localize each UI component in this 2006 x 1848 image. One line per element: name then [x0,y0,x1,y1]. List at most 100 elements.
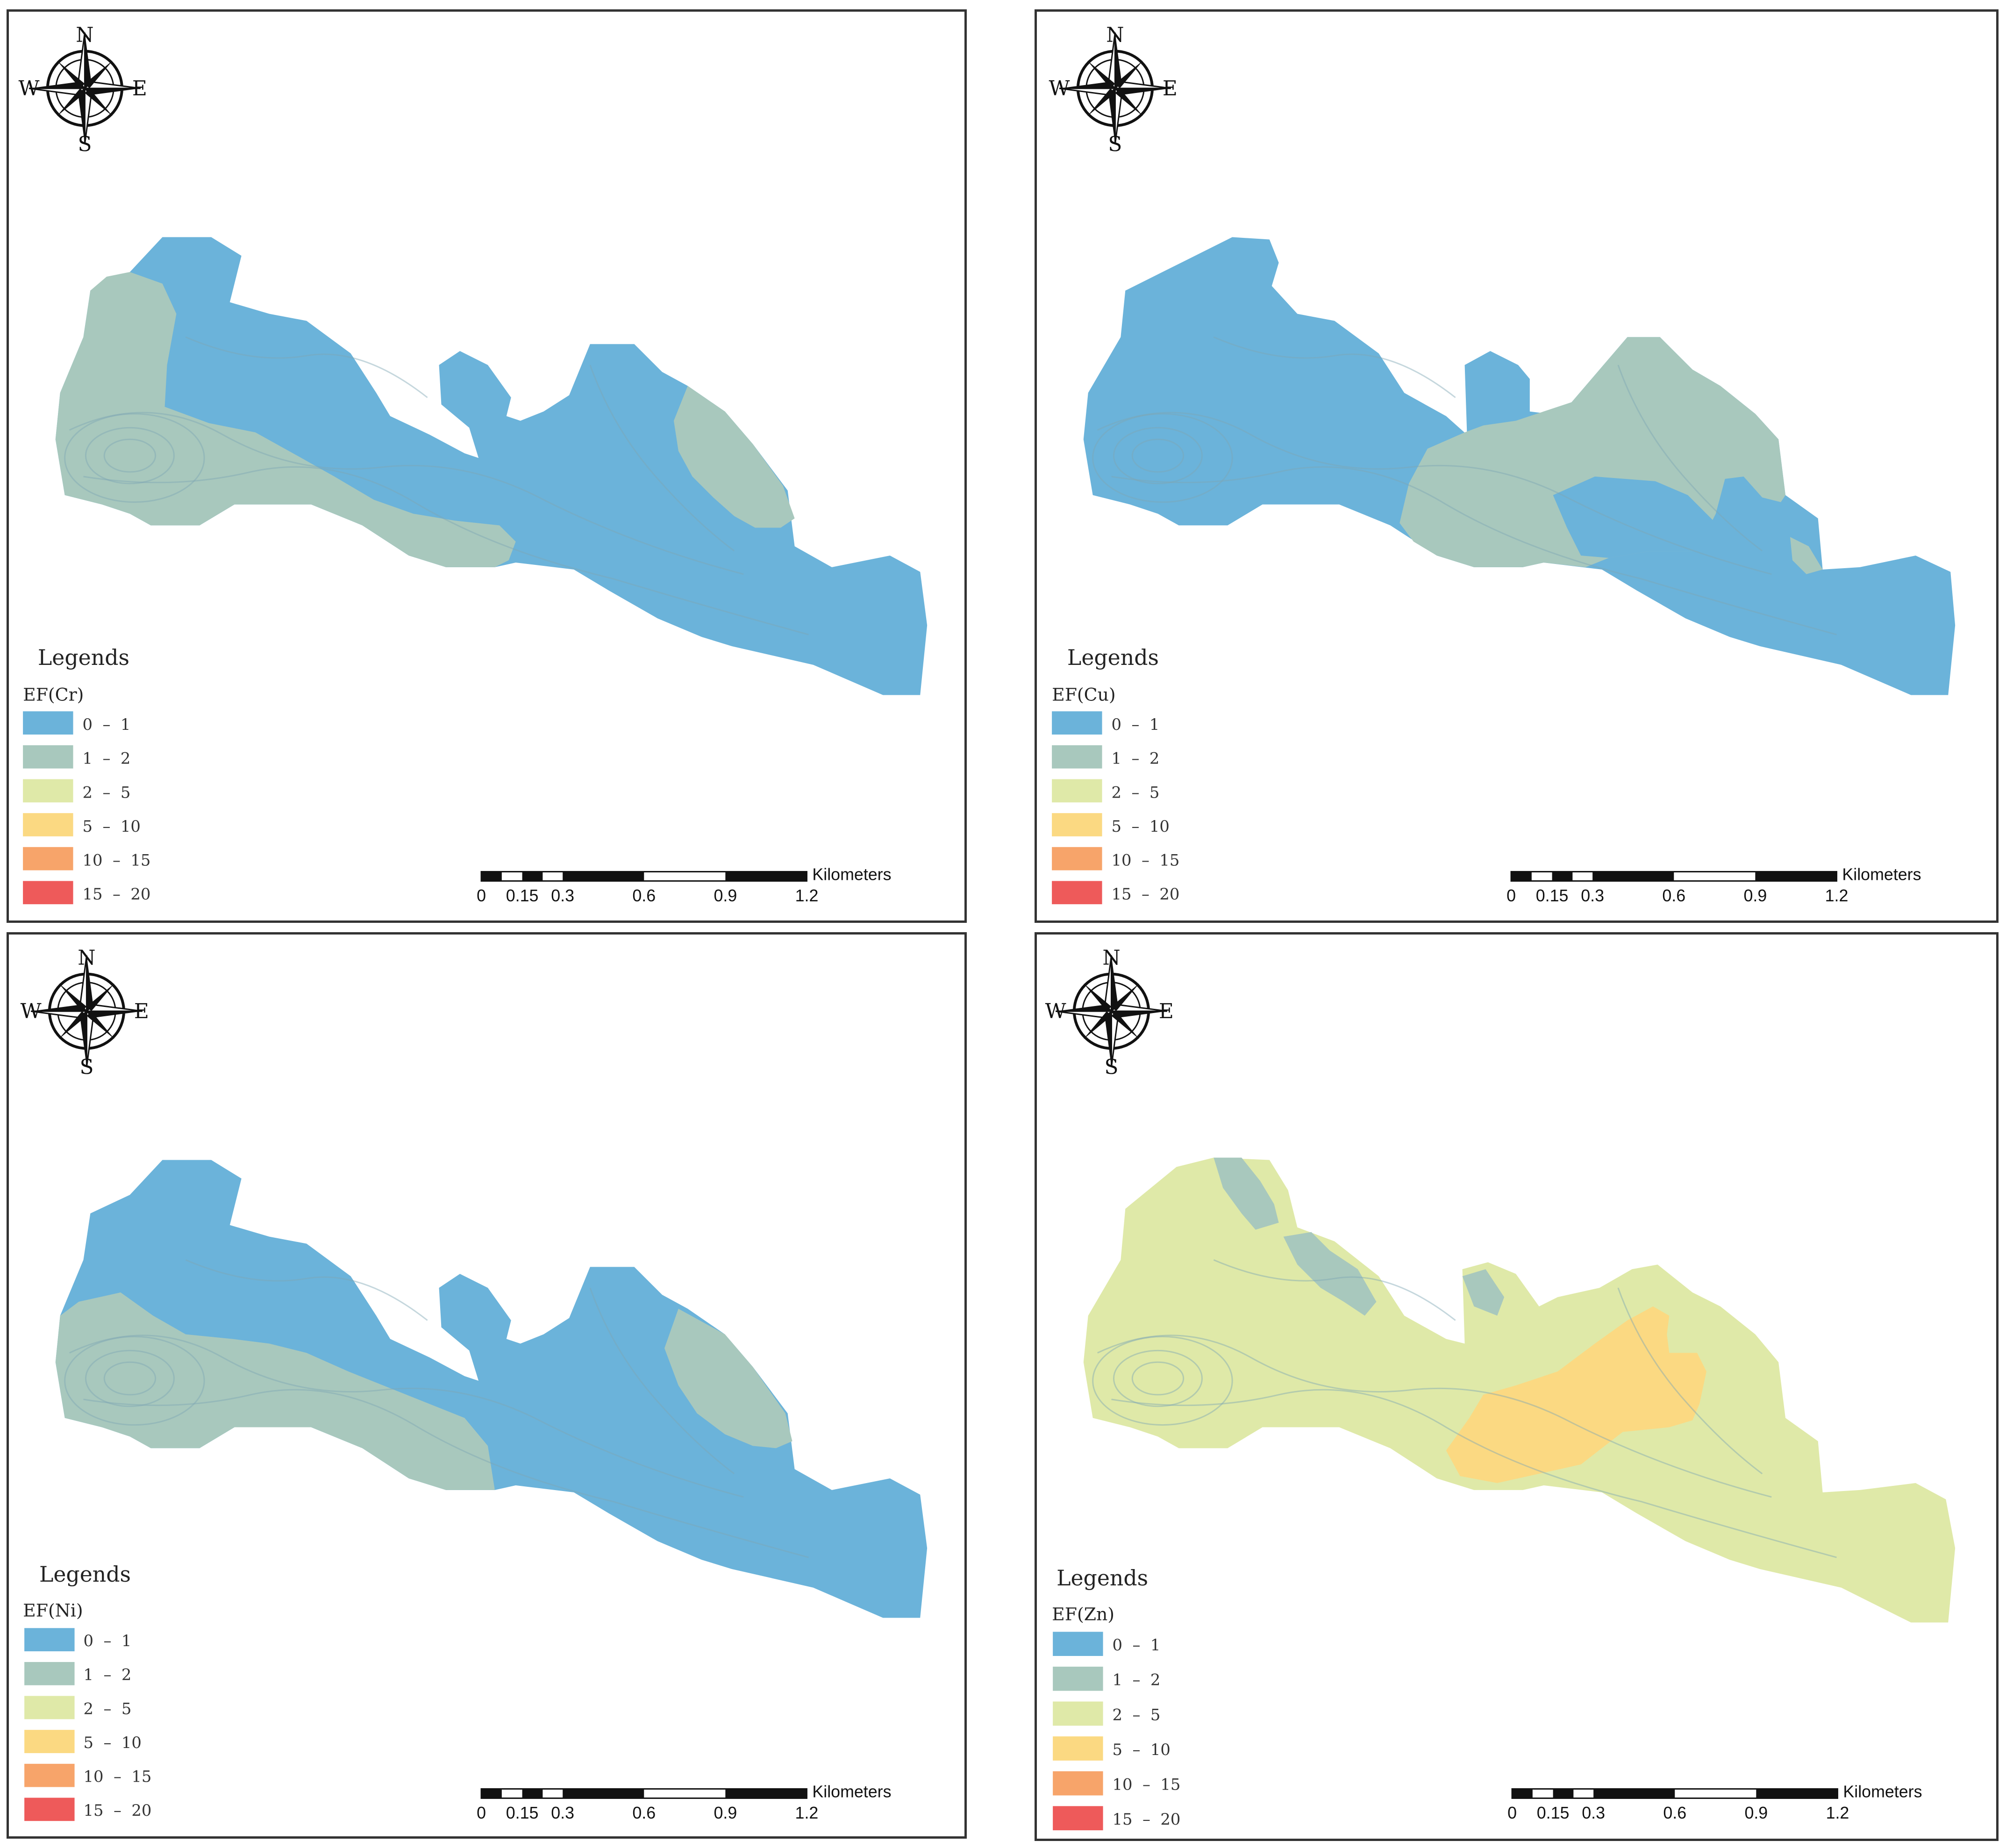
compass-w-label: W [19,77,40,100]
compass-s-label: S [78,132,92,156]
scale-tick: 0.6 [632,1804,656,1822]
legend-swatch [1052,745,1102,769]
compass-n-label: N [76,23,93,47]
legend-label: 15 – 20 [82,885,150,903]
legend-swatch [23,745,73,769]
scale-tick: 1.2 [1826,1804,1849,1822]
scale-tick: 0.9 [1743,886,1767,905]
scale-tick: 0 [1507,1804,1517,1822]
compass-rose: N S W E [1049,23,1178,157]
map-panel-cu: N S W E Legends EF(Cu) 0 – 1 1 – 2 [1035,9,1999,923]
map-canvas: N S W E Legends EF(Cr) 0 – 1 1 – 2 2 – [19,23,928,905]
legend-swatch [1052,711,1102,735]
scale-tick: 0.15 [506,886,539,905]
map-panel-cr: N S W E Legends EF(Cr) 0 – 1 1 – 2 2 – [7,9,967,923]
study-area [55,1160,928,1618]
scale-tick: 0 [1506,886,1516,905]
compass-rose: N S W E [19,23,147,157]
legend-swatch [24,1763,75,1787]
scale-tick: 0.6 [1662,886,1685,905]
legend-swatch [24,1662,75,1685]
scale-tick: 0.3 [551,886,574,905]
legend-field-label: EF(Cu) [1052,684,1116,705]
legend-items: 0 – 1 1 – 2 2 – 5 5 – 10 10 – 15 15 – 20 [24,1628,151,1821]
map-canvas: N S W E Legends EF(Ni) 0 – 1 1 – 2 2 – [21,946,928,1822]
legend-swatch [1053,1632,1103,1656]
legend-label: 1 – 2 [1112,1671,1160,1689]
compass-n-label: N [78,946,95,970]
scale-tick: 0 [477,886,486,905]
legend-swatch [1053,1736,1103,1761]
legend-label: 1 – 2 [83,1666,131,1684]
legend-title: Legends [39,1562,131,1587]
legend-label: 0 – 1 [82,715,130,734]
legend-field-label: EF(Ni) [23,1600,83,1620]
compass-rose: N S W E [1045,946,1174,1079]
legend-field-label: EF(Zn) [1052,1604,1114,1624]
study-area [1083,1157,1956,1623]
scale-tick: 0.15 [506,1804,539,1822]
legend-swatch [1053,1666,1103,1691]
map-panel-ni: N S W E Legends EF(Ni) 0 – 1 1 – 2 2 – [7,932,967,1839]
legend-swatch [1052,881,1102,905]
legend-swatch [24,1798,75,1821]
compass-w-label: W [1045,999,1066,1023]
scale-tick: 0.9 [714,886,737,905]
map-panel-zn: N S W E Legends EF(Zn) 0 – 1 1 – 2 [1035,932,1999,1841]
scale-tick: 1.2 [795,1804,819,1822]
legend-swatch [24,1628,75,1652]
study-area [1083,237,1956,695]
legend-label: 2 – 5 [1112,1705,1160,1724]
scale-tick: 0 [477,1804,486,1822]
scale-tick: 0.15 [1537,1804,1570,1822]
compass-n-label: N [1106,23,1124,47]
legend-swatch [1053,1806,1103,1831]
scale-tick: 0.3 [551,1804,574,1822]
legend-label: 10 – 15 [1111,851,1179,870]
scale-unit: Kilometers [1843,1782,1922,1801]
map-canvas: N S W E Legends EF(Zn) 0 – 1 1 – 2 [1045,946,1956,1831]
legend-swatch [23,779,73,803]
scale-tick: 0.6 [1663,1804,1686,1822]
scale-unit: Kilometers [812,1782,891,1801]
legend-label: 10 – 15 [1112,1776,1180,1794]
scale-bar: Kilometers 0 0.15 0.3 0.6 0.9 1.2 [1507,1782,1922,1822]
legend-label: 10 – 15 [82,851,150,870]
legend-label: 0 – 1 [83,1632,131,1650]
legend-swatch [1052,847,1102,870]
scale-bar: Kilometers 0 0.15 0.3 0.6 0.9 1.2 [477,1782,891,1822]
legend-swatch [23,813,73,836]
legend-field-label: EF(Cr) [23,684,84,705]
legend-label: 1 – 2 [82,749,130,768]
legend-items: 0 – 1 1 – 2 2 – 5 5 – 10 10 – 15 15 – 20 [1052,711,1179,905]
legend-label: 5 – 10 [1111,817,1169,835]
study-area [55,237,928,695]
compass-w-label: W [1049,77,1070,100]
compass-s-label: S [79,1055,93,1079]
legend-label: 15 – 20 [83,1801,151,1819]
legend-title: Legends [1057,1566,1148,1591]
compass-w-label: W [21,999,42,1023]
legend-label: 0 – 1 [1112,1636,1160,1654]
legend-swatch [23,881,73,905]
compass-e-label: E [134,999,149,1023]
scale-bar: Kilometers 0 0.15 0.3 0.6 0.9 1.2 [477,865,891,905]
scale-tick: 1.2 [1825,886,1849,905]
legend-swatch [1053,1771,1103,1796]
scale-tick: 0.6 [632,886,656,905]
legend-swatch [24,1696,75,1720]
scale-bar: Kilometers 0 0.15 0.3 0.6 0.9 1.2 [1506,865,1921,905]
legend-label: 2 – 5 [1111,783,1159,801]
scale-tick: 1.2 [795,886,819,905]
compass-e-label: E [1159,999,1174,1023]
legend-label: 1 – 2 [1111,749,1159,768]
compass-s-label: S [1108,132,1122,156]
scale-tick: 0.3 [1582,1804,1605,1822]
legend-label: 10 – 15 [83,1768,151,1786]
legend-title: Legends [1067,645,1159,670]
map-canvas: N S W E Legends EF(Cu) 0 – 1 1 – 2 [1049,23,1956,905]
compass-e-label: E [1163,77,1178,100]
legend-label: 5 – 10 [83,1734,141,1752]
legend-label: 2 – 5 [83,1699,131,1718]
scale-tick: 0.3 [1581,886,1604,905]
